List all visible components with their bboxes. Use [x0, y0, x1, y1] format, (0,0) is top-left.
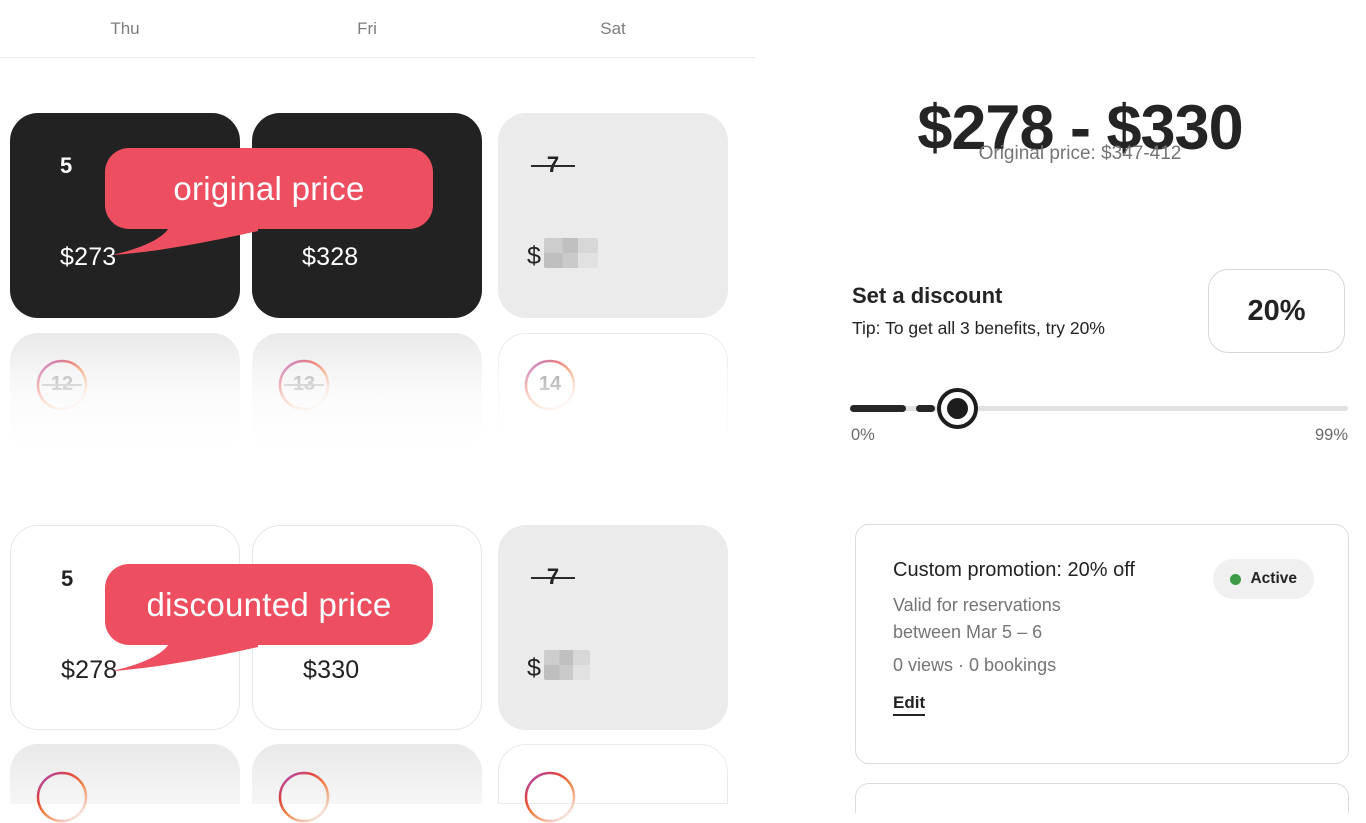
pricing-preview-screen: Thu Fri Sat 5 $273 $328 7 $ original pri… [0, 19, 1349, 823]
next-card-partial [855, 783, 1349, 813]
promo-ring-partial [36, 771, 88, 823]
discount-slider-handle[interactable] [937, 388, 978, 429]
pixelated-price-blur [543, 238, 598, 268]
day-number-struck: 7 [527, 152, 579, 178]
weekday-header-fri: Fri [357, 19, 377, 38]
custom-promotion-card: Custom promotion: 20% off Active Valid f… [855, 524, 1349, 764]
original-price-tooltip: original price [105, 148, 433, 229]
day-number-struck: 7 [527, 564, 579, 590]
promotion-stats: 0 views · 0 bookings [893, 655, 1057, 675]
calendar-cell-sat7-blocked[interactable]: 7 $ [498, 113, 728, 318]
slider-min-label: 0% [851, 426, 875, 444]
edit-promotion-link[interactable]: Edit [893, 693, 926, 716]
status-badge: Active [1213, 559, 1314, 599]
promotion-validity-line2: between Mar 5 – 6 [893, 622, 1043, 642]
slider-filled-dash [850, 405, 906, 412]
active-dot-icon [1230, 573, 1242, 585]
discounted-price-range: $278 - $330 [917, 93, 1243, 164]
strikethrough-line [531, 577, 575, 579]
day-number: 5 [60, 153, 73, 178]
discounted-price-fri: $330 [303, 656, 360, 684]
redacted-price: $ [527, 238, 598, 271]
promo-ring-partial [524, 771, 576, 823]
discounted-price-thu: $278 [61, 656, 118, 684]
fade-overlay [0, 333, 756, 465]
discount-tip: Tip: To get all 3 benefits, try 20% [852, 318, 1105, 338]
calendar-cell-sat7-blocked-2[interactable]: 7 $ [498, 525, 728, 730]
slider-handle-core [947, 398, 968, 419]
tooltip-label: original price [173, 169, 365, 207]
discount-value-input[interactable]: 20% [1208, 269, 1345, 353]
slider-max-label: 99% [1314, 426, 1348, 444]
promotion-validity-line1: Valid for reservations [893, 595, 1061, 615]
original-price-fri: $328 [302, 243, 359, 271]
slider-filled-dash [916, 405, 935, 412]
set-discount-title: Set a discount [852, 283, 1003, 308]
promotion-title: Custom promotion: 20% off [893, 559, 1135, 581]
discounted-price-tooltip: discounted price [105, 564, 433, 645]
tooltip-tail [112, 226, 258, 255]
promo-ring-partial [278, 771, 330, 823]
strikethrough-line [531, 165, 575, 167]
original-price-thu: $273 [60, 243, 117, 271]
weekday-header-thu: Thu [110, 19, 140, 38]
pixelated-price-blur [543, 650, 590, 680]
status-badge-label: Active [1250, 570, 1297, 587]
redacted-price: $ [527, 650, 590, 683]
tooltip-tail [112, 642, 258, 671]
tooltip-label: discounted price [146, 585, 392, 623]
original-price-range: Original price: $347-412 [978, 143, 1182, 164]
day-number: 5 [61, 566, 74, 591]
header-divider [0, 57, 756, 58]
discount-slider-track[interactable] [850, 406, 1348, 411]
weekday-header-sat: Sat [600, 19, 626, 38]
